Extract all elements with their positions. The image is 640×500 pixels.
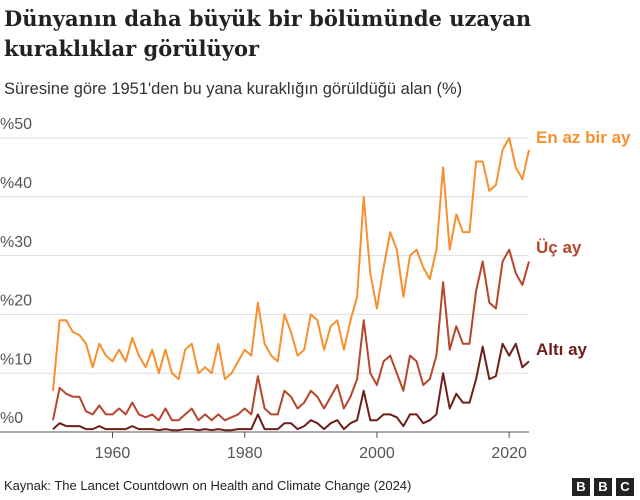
y-tick-label: %30	[0, 234, 32, 251]
x-tick-label: 1960	[95, 445, 131, 462]
series-line	[52, 342, 530, 432]
x-tick-label: 2020	[491, 445, 527, 462]
series-line	[52, 248, 530, 422]
x-tick-label: 2000	[359, 445, 395, 462]
logo: B	[594, 478, 612, 496]
chart-title: Dünyanın daha büyük bir bölümünde uzayan…	[4, 6, 532, 61]
series-label: En az bir ay	[536, 128, 631, 147]
series-label: Altı ay	[536, 340, 588, 359]
chart-subtitle: Süresine göre 1951'den bu yana kuraklığı…	[4, 80, 463, 98]
x-tick-label: 1980	[227, 445, 263, 462]
logo: B	[572, 478, 590, 496]
y-tick-label: %20	[0, 293, 32, 310]
source: Kaynak: The Lancet Countdown on Health a…	[4, 478, 412, 493]
y-tick-label: %40	[0, 175, 32, 192]
y-tick-label: %0	[0, 410, 23, 427]
series-line	[52, 137, 530, 391]
y-tick-label: %10	[0, 351, 32, 368]
y-tick-label: %50	[0, 116, 32, 133]
logo: C	[616, 478, 634, 496]
series-label: Üç ay	[536, 238, 582, 257]
